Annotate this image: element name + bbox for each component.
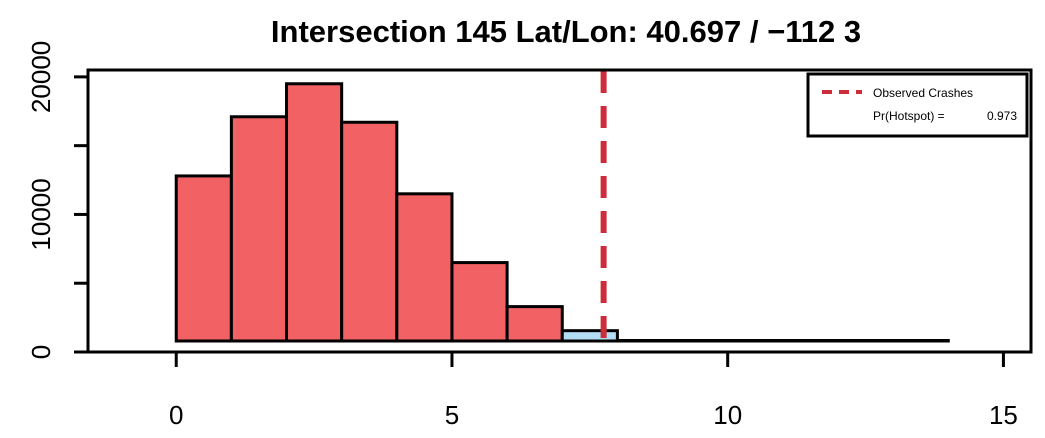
x-tick-label: 10 — [713, 400, 742, 430]
chart-title: Intersection 145 Lat/Lon: 40.697 / −112 … — [271, 14, 861, 49]
plot-frame — [86, 68, 1033, 354]
y-tick-label: 10000 — [26, 178, 56, 250]
legend-prob-value: 0.973 — [987, 109, 1017, 123]
histogram-bar — [395, 192, 454, 343]
legend-prob-label: Pr(Hotspot) = — [873, 109, 945, 123]
legend: Observed Crashes Pr(Hotspot) = 0.973 — [806, 72, 1029, 138]
histogram-bar — [285, 82, 344, 343]
legend-observed-label: Observed Crashes — [873, 86, 973, 100]
x-tick-label: 5 — [445, 400, 459, 430]
histogram-bar — [450, 261, 509, 343]
histogram-bar — [340, 120, 399, 343]
x-tick-label: 0 — [169, 400, 183, 430]
x-tick-label: 15 — [989, 400, 1018, 430]
x-axis: 0 5 10 15 — [169, 352, 1018, 430]
histogram-bar — [505, 305, 564, 343]
histogram-bar — [229, 115, 289, 343]
histogram-bar — [560, 329, 619, 343]
histogram-bar — [615, 339, 675, 343]
histogram-bar — [174, 174, 233, 343]
histogram-bar — [671, 339, 730, 343]
legend-box — [806, 72, 1029, 138]
y-tick-label: 0 — [26, 345, 56, 359]
histogram-bar — [836, 339, 895, 343]
y-axis: 0 10000 20000 — [26, 41, 88, 359]
histogram-bar — [891, 339, 950, 343]
histogram-bar — [726, 339, 785, 343]
histogram-bar — [781, 339, 840, 343]
y-tick-label: 20000 — [26, 41, 56, 113]
histogram-bars — [174, 82, 950, 343]
